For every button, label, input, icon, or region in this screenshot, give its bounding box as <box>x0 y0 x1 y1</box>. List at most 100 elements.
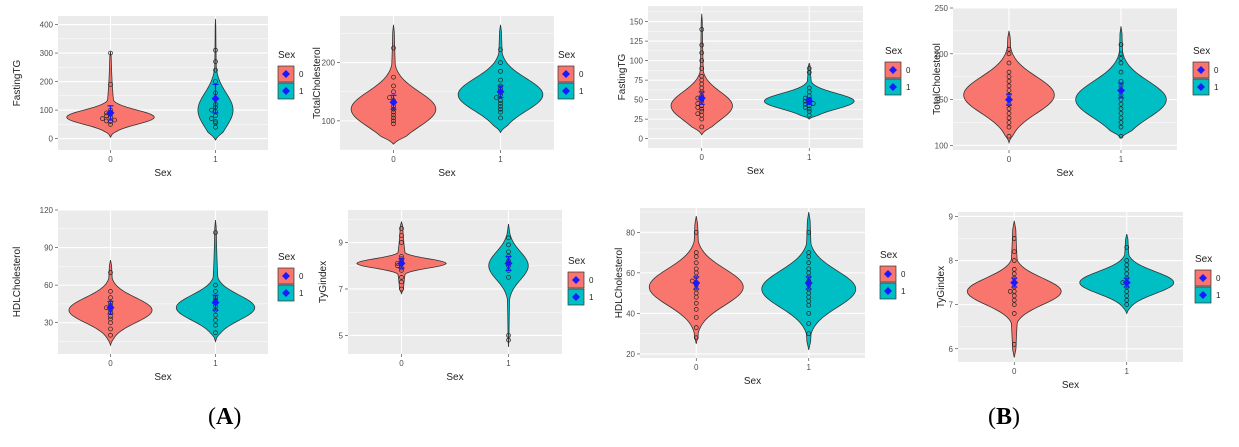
data-point <box>506 249 511 255</box>
legend-title: Sex <box>1195 254 1212 265</box>
data-point <box>1011 249 1017 255</box>
violin-sex-1 <box>457 24 544 134</box>
x-tick-label: 1 <box>1125 367 1130 376</box>
data-point <box>1006 111 1012 116</box>
y-tick-label: 80 <box>626 228 635 237</box>
x-axis-title: Sex <box>1062 380 1079 391</box>
y-tick-label: 0 <box>639 135 644 144</box>
data-point <box>1006 60 1012 66</box>
mean-marker <box>496 87 505 96</box>
legend-label-0: 0 <box>579 70 584 79</box>
data-point <box>213 47 218 53</box>
legend-title: Sex <box>885 46 902 57</box>
x-tick-label: 1 <box>506 359 511 368</box>
mean-marker <box>805 97 814 106</box>
legend-mean-marker <box>1197 83 1205 91</box>
legend-mean-marker <box>282 87 290 95</box>
data-point <box>1011 297 1017 303</box>
x-tick-label: 0 <box>399 359 404 368</box>
violin-sex-0 <box>356 221 447 295</box>
y-axis-title: TyGindex <box>318 261 329 303</box>
mean-marker <box>1005 95 1013 104</box>
data-point <box>806 229 812 235</box>
y-tick-label: 9 <box>339 239 344 248</box>
data-point <box>1118 60 1124 66</box>
data-point <box>209 116 214 121</box>
data-point <box>1124 267 1130 272</box>
x-tick-label: 1 <box>213 359 218 368</box>
y-tick-label: 7 <box>339 285 344 294</box>
data-point <box>693 307 699 312</box>
y-tick-label: 150 <box>935 96 949 105</box>
violin-sex-1 <box>488 223 529 348</box>
y-axis-title: TotalCholesterol <box>312 47 323 119</box>
y-tick-label: 100 <box>322 117 336 126</box>
x-tick-label: 0 <box>108 359 113 368</box>
data-point <box>806 321 812 326</box>
data-point <box>213 330 218 336</box>
data-point <box>1006 115 1012 121</box>
chart-b4: 6 7 8 9 0 1 Sex TyGindex Sex 0 1 <box>936 212 1221 391</box>
data-point <box>387 95 392 100</box>
y-tick-label: 8 <box>949 257 954 266</box>
legend-label-0: 0 <box>901 270 906 279</box>
mean-marker <box>1122 278 1131 287</box>
data-point <box>1118 111 1124 116</box>
data-point <box>689 278 695 284</box>
data-point <box>1124 244 1130 250</box>
data-point <box>213 282 218 288</box>
x-tick-label: 1 <box>807 153 812 162</box>
data-point <box>693 229 699 235</box>
legend-label-1: 1 <box>589 293 594 302</box>
y-tick-label: 150 <box>630 18 644 27</box>
data-point <box>1006 51 1012 57</box>
mean-marker <box>1010 278 1019 287</box>
legend-mean-marker <box>1199 291 1207 299</box>
x-tick-label: 0 <box>700 153 705 162</box>
data-point <box>498 106 503 112</box>
chart-b2: 100 150 200 250 0 1 Sex TotalCholesterol Sex 0 1 <box>932 4 1219 179</box>
data-point <box>699 27 705 32</box>
data-point <box>213 230 218 235</box>
legend-title: Sex <box>880 250 897 261</box>
legend-title: Sex <box>568 256 585 267</box>
y-tick-label: 200 <box>40 78 54 87</box>
data-point <box>213 119 218 124</box>
data-point <box>108 289 113 294</box>
mean-marker <box>211 298 220 307</box>
y-axis-title: TyGindex <box>936 266 947 308</box>
data-point <box>104 118 109 124</box>
data-point <box>395 263 400 269</box>
legend-label-1: 1 <box>299 87 304 96</box>
y-tick-label: 300 <box>40 49 54 58</box>
y-axis-title: HDLCholesterol <box>12 247 23 318</box>
data-point <box>213 120 218 126</box>
mean-marker <box>697 94 706 103</box>
y-tick-label: 5 <box>339 331 344 340</box>
data-point <box>693 250 699 255</box>
data-point <box>104 113 109 119</box>
data-point <box>1118 101 1124 107</box>
data-point <box>108 82 113 87</box>
data-point <box>399 275 404 280</box>
y-tick-label: 100 <box>630 57 644 66</box>
chart-a3: 30 60 90 120 0 1 Sex HDLCholesterol Sex 0 1 <box>12 206 304 383</box>
data-point <box>1118 106 1124 112</box>
x-axis-title: Sex <box>438 168 455 179</box>
x-axis-title: Sex <box>446 372 463 383</box>
data-point <box>498 103 503 109</box>
mean-marker <box>804 279 813 287</box>
chart-a2: 100 200 0 1 Sex TotalCholesterol Sex 0 1 <box>312 16 584 179</box>
x-tick-label: 0 <box>694 363 699 372</box>
y-tick-label: 7 <box>949 301 954 310</box>
data-point <box>1011 293 1017 299</box>
data-point <box>100 116 105 121</box>
y-tick-label: 200 <box>935 50 949 59</box>
data-point <box>1011 258 1017 263</box>
y-tick-label: 90 <box>44 244 53 253</box>
data-point <box>506 333 511 338</box>
legend-label-1: 1 <box>1214 83 1219 92</box>
violin-sex-1 <box>175 219 256 343</box>
data-point <box>399 233 404 238</box>
legend-label-0: 0 <box>299 70 304 79</box>
